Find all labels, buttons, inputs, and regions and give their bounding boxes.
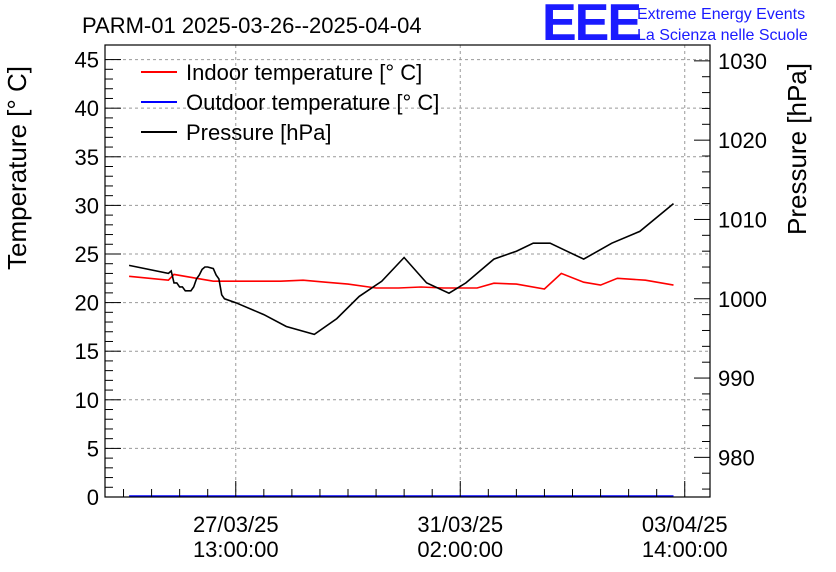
eee-logo: EEE Extreme Energy Events La Scienza nel… (542, 0, 808, 52)
eee-logo-mark: EEE (542, 0, 640, 52)
y-left-tick-label: 35 (75, 145, 99, 170)
eee-logo-line2: La Scienza nelle Scuole (637, 27, 808, 44)
y-left-tick-label: 25 (75, 242, 99, 267)
x-tick-label-time: 13:00:00 (193, 537, 279, 562)
y-right-tick-label: 990 (718, 366, 755, 391)
x-tick-label-time: 14:00:00 (642, 537, 728, 562)
y-axis-right-title: Pressure [hPa] (782, 63, 812, 235)
series-layer (128, 202, 675, 497)
y-left-tick-label: 10 (75, 388, 99, 413)
eee-logo-line1: Extreme Energy Events (637, 6, 805, 23)
axes (104, 44, 711, 498)
legend-label-2: Pressure [hPa] (186, 120, 332, 145)
y-right-tick-label: 1010 (718, 207, 767, 232)
tick-labels: 0 5 10 15 20 25 30 35 40 45 980 990 1000 1010 1020 1030… (75, 48, 767, 562)
y-right-tick-label: 980 (718, 445, 755, 470)
series-line-2 (128, 202, 675, 336)
y-axis-left-title: Temperature [° C] (2, 66, 32, 270)
y-left-tick-label: 15 (75, 339, 99, 364)
y-right-tick-label: 1030 (718, 49, 767, 74)
x-tick-label-time: 02:00:00 (417, 537, 503, 562)
y-left-tick-label: 30 (75, 193, 99, 218)
plot-frame (104, 44, 711, 498)
legend-label-1: Outdoor temperature [° C] (186, 90, 439, 115)
y-left-tick-label: 5 (87, 436, 99, 461)
grid-lines (105, 45, 710, 497)
y-left-tick-label: 40 (75, 96, 99, 121)
x-tick-label-date: 31/03/25 (417, 512, 503, 537)
y-left-tick-label: 45 (75, 48, 99, 73)
series-line-0 (129, 272, 674, 290)
legend: Indoor temperature [° C] Outdoor temperat… (141, 60, 439, 145)
chart-title: PARM-01 2025-03-26--2025-04-04 (82, 13, 422, 38)
y-left-tick-label: 0 (87, 485, 99, 510)
y-right-tick-label: 1000 (718, 287, 767, 312)
y-left-tick-label: 20 (75, 291, 99, 316)
x-tick-label-date: 27/03/25 (193, 512, 279, 537)
x-tick-label-date: 03/04/25 (642, 512, 728, 537)
y-right-tick-label: 1020 (718, 128, 767, 153)
legend-label-0: Indoor temperature [° C] (186, 60, 422, 85)
tick-marks (105, 44, 710, 498)
